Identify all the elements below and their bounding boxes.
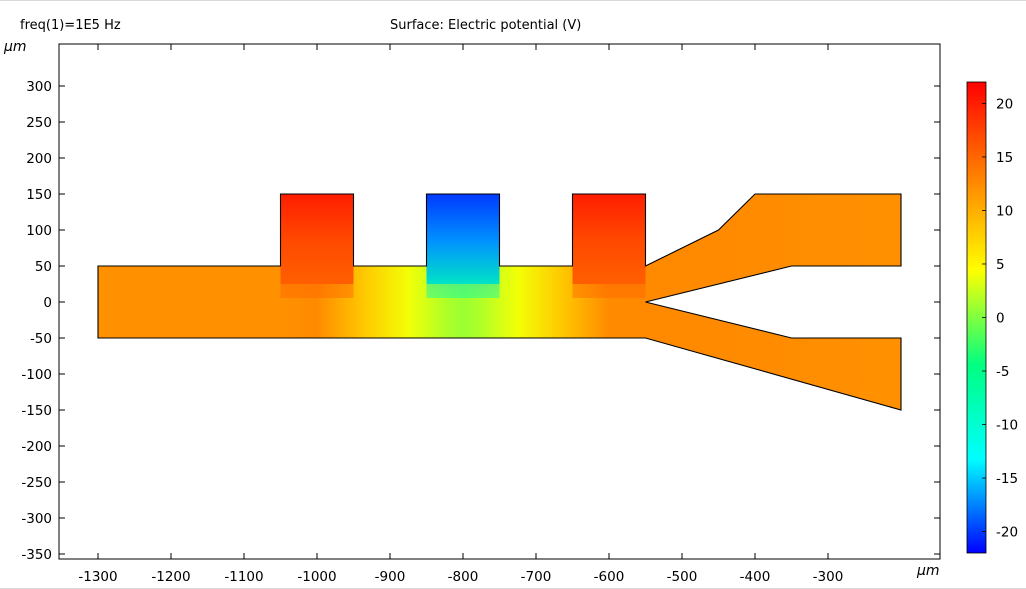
- y-tick-label: -300: [21, 511, 52, 527]
- electrode-3-fill: [572, 194, 646, 298]
- x-tick-label: -300: [813, 569, 844, 585]
- y-tick-label: 100: [26, 223, 52, 239]
- y-tick-label: -250: [21, 475, 52, 491]
- electrode-2-fill: [426, 194, 500, 298]
- y-tick-label: -150: [21, 403, 52, 419]
- x-tick-label: -600: [594, 569, 625, 585]
- colorbar-tick-label: 5: [996, 257, 1005, 273]
- channel-lower-overlay: [98, 284, 646, 338]
- colorbar-tick-label: -20: [996, 525, 1018, 541]
- electrode-1-fill: [280, 194, 354, 298]
- y-axis-unit: μm: [4, 39, 27, 55]
- x-tick-label: -1200: [151, 569, 190, 585]
- y-tick-label: 50: [35, 259, 52, 275]
- y-tick-label: 250: [26, 115, 52, 131]
- colorbar-tick-label: 20: [996, 96, 1013, 112]
- colorbar-tick-label: -10: [996, 418, 1018, 434]
- plot-title: Surface: Electric potential (V): [390, 18, 582, 33]
- y-tick-label: 300: [26, 79, 52, 95]
- colorbar-tick-label: -5: [996, 364, 1009, 380]
- y-tick-label: 150: [26, 187, 52, 203]
- x-tick-label: -900: [375, 569, 406, 585]
- y-tick-label: 200: [26, 151, 52, 167]
- x-axis-unit: μm: [917, 563, 940, 579]
- colorbar-tick-label: 0: [996, 311, 1005, 327]
- y-tick-label: -100: [21, 367, 52, 383]
- x-tick-label: -700: [521, 569, 552, 585]
- y-tick-label: -350: [21, 547, 52, 563]
- frequency-label: freq(1)=1E5 Hz: [20, 18, 121, 33]
- x-tick-label: -400: [740, 569, 771, 585]
- colorbar-tick-label: 10: [996, 203, 1013, 219]
- x-tick-label: -1300: [78, 569, 117, 585]
- y-tick-label: -200: [21, 439, 52, 455]
- geometry-outline: [97, 193, 902, 411]
- x-tick-label: -1000: [297, 569, 336, 585]
- y-tick-label: -50: [30, 331, 52, 347]
- x-tick-label: -1100: [224, 569, 263, 585]
- colorbar-tick-label: 15: [996, 150, 1013, 166]
- colorbar-tick-label: -15: [996, 471, 1018, 487]
- top-edge-divider: [0, 0, 1026, 1]
- x-tick-label: -800: [448, 569, 479, 585]
- y-tick-label: 0: [43, 295, 52, 311]
- x-tick-label: -500: [667, 569, 698, 585]
